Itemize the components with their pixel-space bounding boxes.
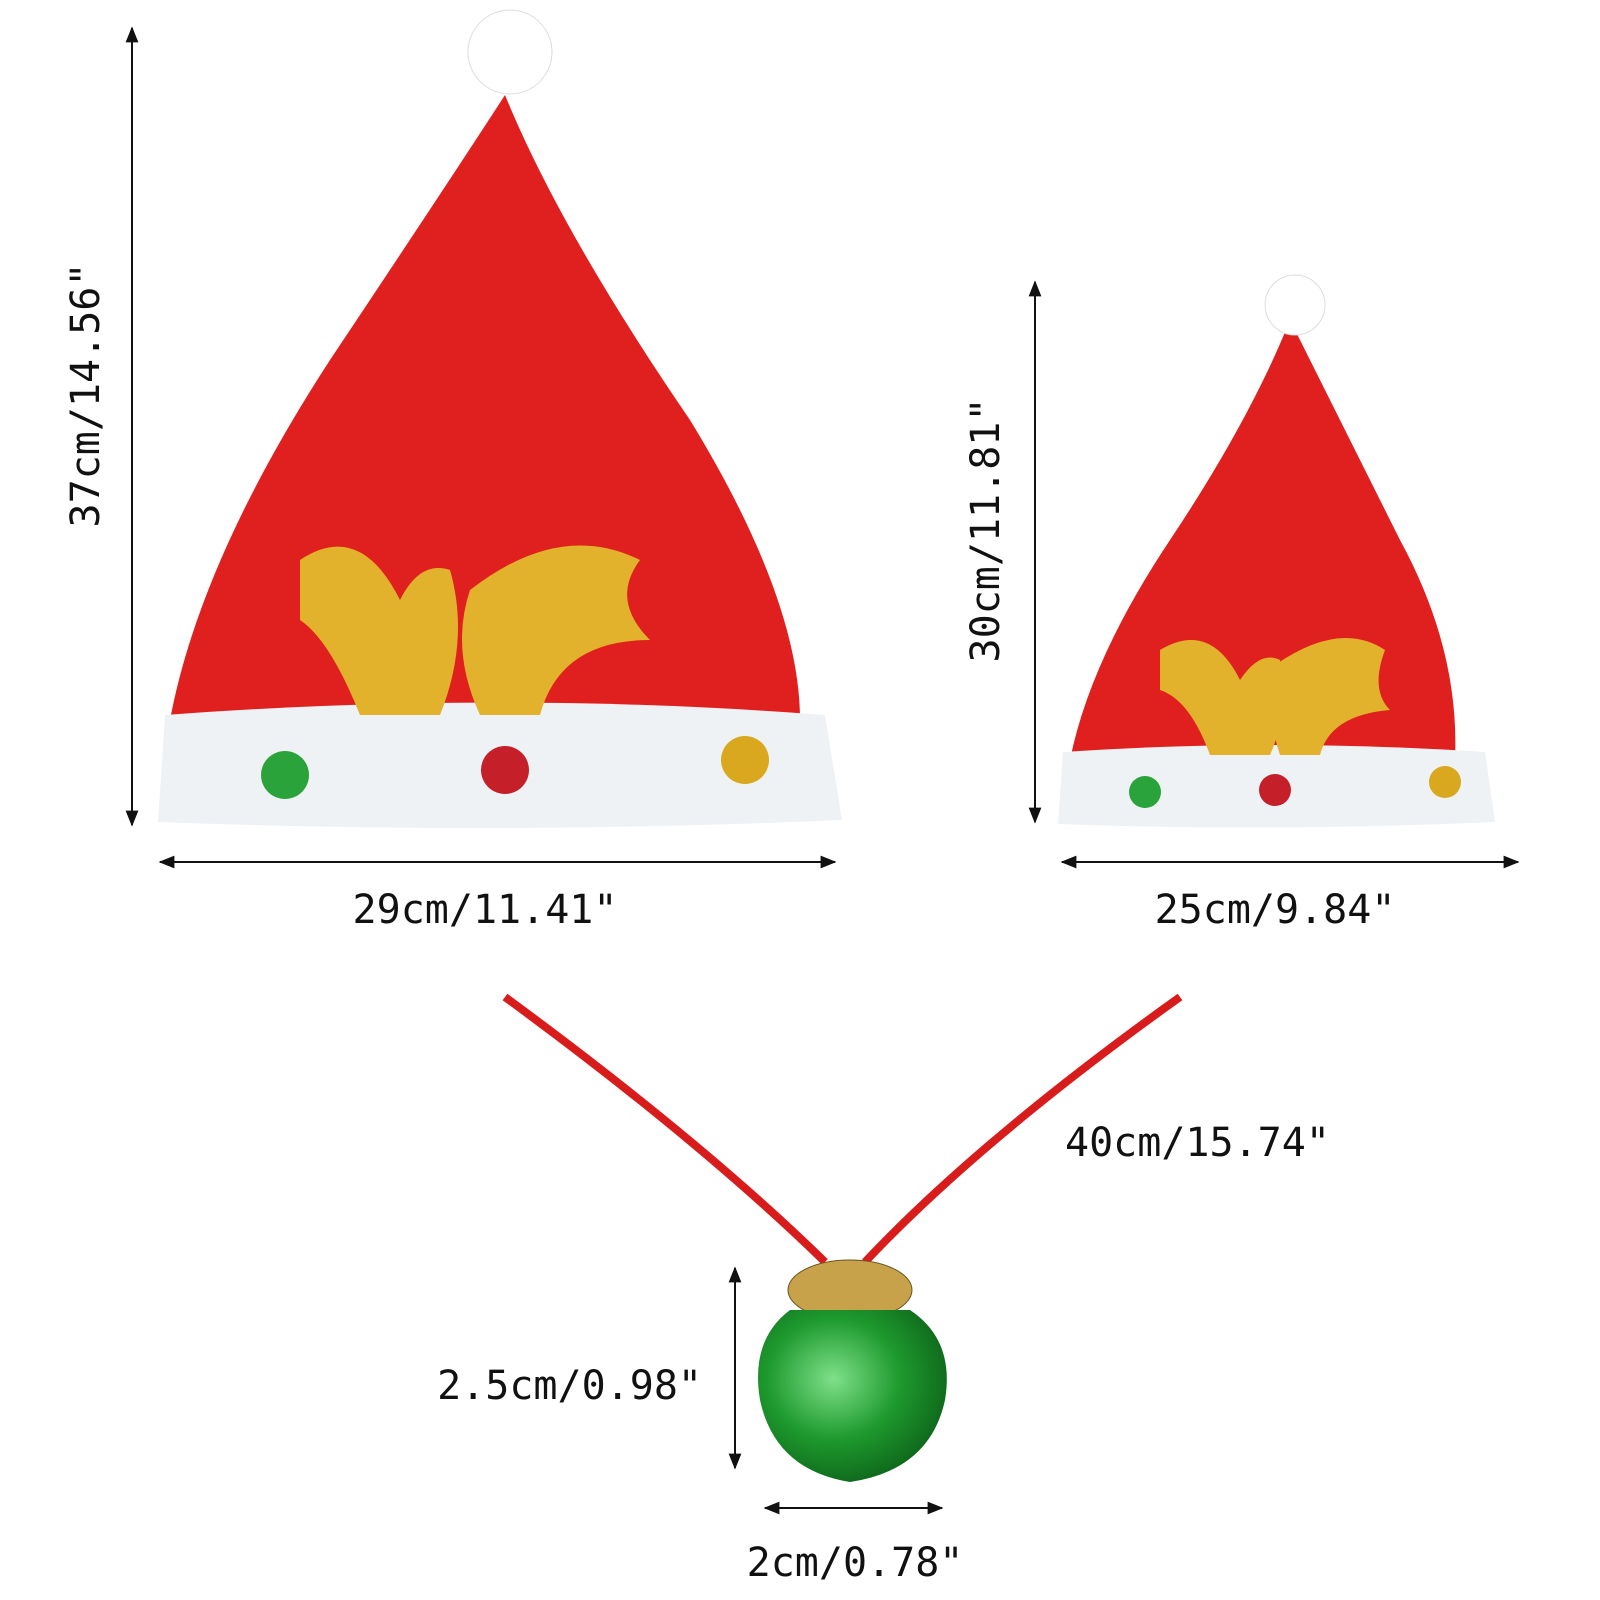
width-label: 25cm/9.84" xyxy=(1155,887,1396,933)
bell-height-label: 2.5cm/0.98" xyxy=(437,1363,702,1409)
length-label: 40cm/15.74" xyxy=(1065,1120,1330,1166)
necklace xyxy=(502,993,1183,1482)
height-label: 30cm/11.81" xyxy=(963,398,1009,663)
width-label: 29cm/11.41" xyxy=(353,887,618,933)
height-label: 37cm/14.56" xyxy=(63,263,109,528)
large-hat xyxy=(158,9,842,829)
small-hat xyxy=(1058,274,1495,828)
bell-width-label: 2cm/0.78" xyxy=(747,1540,964,1586)
